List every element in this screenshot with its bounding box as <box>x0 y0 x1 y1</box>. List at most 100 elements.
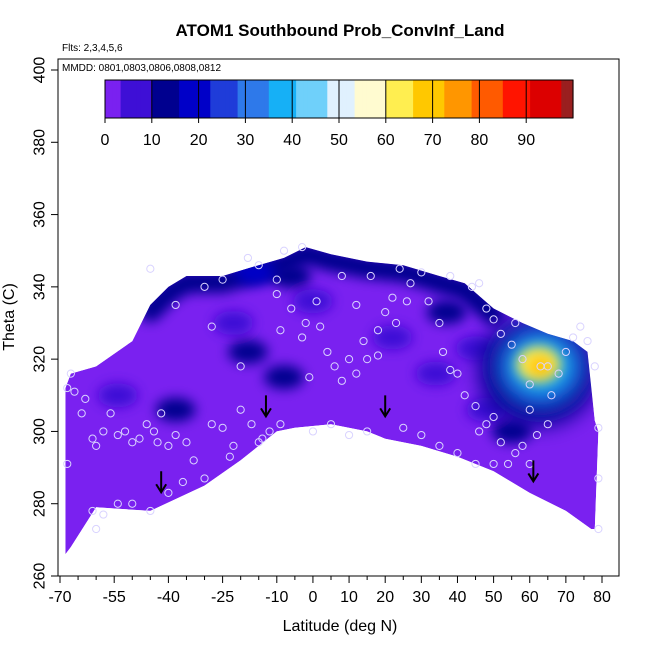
colorbar-cell <box>358 80 363 118</box>
colorbar-cell <box>370 80 375 118</box>
sample-point <box>330 362 339 371</box>
heat-blob <box>426 300 467 325</box>
sample-point <box>287 304 296 313</box>
colorbar-cell <box>276 80 282 118</box>
sample-point <box>363 355 372 364</box>
sample-point <box>70 387 79 396</box>
y-tick-label: 340 <box>32 273 49 300</box>
sample-point <box>568 333 578 342</box>
colorbar-cell <box>335 80 340 118</box>
convective-core <box>526 354 555 379</box>
colorbar-cell <box>311 80 317 118</box>
colorbar-cell <box>518 80 523 118</box>
sample-point <box>279 246 289 255</box>
colorbar-cell <box>514 80 519 118</box>
x-tick-label: -55 <box>103 589 126 606</box>
flights-subtitle: Flts: 2,3,4,5,6 <box>62 43 123 54</box>
colorbar-cell <box>346 80 352 118</box>
sample-point <box>482 420 491 429</box>
colorbar-cell <box>136 80 141 118</box>
sample-point <box>337 271 346 281</box>
sample-point <box>236 405 245 414</box>
sample-point <box>178 477 187 487</box>
sample-point <box>576 322 585 331</box>
colorbar-cell <box>300 80 305 118</box>
colorbar-cell <box>522 80 527 118</box>
x-tick-label: 10 <box>340 589 358 606</box>
sample-point <box>482 304 491 313</box>
colorbar-cell <box>202 80 207 118</box>
sample-point <box>92 524 101 534</box>
x-tick-label: -40 <box>157 589 180 606</box>
colorbar-cell <box>225 80 231 118</box>
sample-point <box>344 430 354 440</box>
colorbar-cell <box>222 80 227 118</box>
sample-point <box>120 427 130 436</box>
colorbar-tick-label: 30 <box>237 132 255 149</box>
sample-point <box>254 261 263 270</box>
colorbar-cell <box>116 80 122 118</box>
sample-point <box>446 271 455 281</box>
colorbar-cell <box>206 80 211 118</box>
sample-point <box>323 347 332 357</box>
colorbar-cell <box>456 80 461 118</box>
sample-point <box>316 322 325 331</box>
colorbar-cell <box>467 80 473 118</box>
colorbar-cell <box>163 80 168 118</box>
colorbar-tick-label: 70 <box>424 132 442 149</box>
arrow-markers <box>155 395 540 495</box>
colorbar-cell <box>323 80 328 118</box>
sample-point <box>435 318 444 328</box>
y-tick-label: 280 <box>32 490 49 517</box>
sample-point <box>106 409 115 418</box>
colorbar-cell <box>159 80 165 118</box>
colorbar-cell <box>315 80 321 118</box>
colorbar-cell <box>537 80 543 118</box>
down-arrow <box>527 460 540 484</box>
colorbar-tick-label: 80 <box>471 132 489 149</box>
y-tick-label: 320 <box>32 346 49 373</box>
colorbar-cell <box>557 80 562 118</box>
sample-point <box>507 340 516 349</box>
coverage-region <box>65 247 599 555</box>
colorbar-cell <box>491 80 496 118</box>
sample-point <box>81 394 90 403</box>
sample-point <box>276 420 285 429</box>
colorbar-cell <box>144 80 149 118</box>
colorbar-cell <box>553 80 558 118</box>
colorbar-cell <box>105 80 110 118</box>
y-tick-label: 360 <box>32 201 49 228</box>
sample-point <box>388 293 397 302</box>
sample-point <box>543 420 552 429</box>
sample-point <box>135 434 144 443</box>
colorbar-cell <box>198 80 204 118</box>
colorbar-cell <box>268 80 274 118</box>
sample-point <box>543 362 552 371</box>
sample-point <box>525 405 534 414</box>
sample-point <box>128 499 137 508</box>
colorbar-cell <box>218 80 223 118</box>
colorbar-cell <box>151 80 157 118</box>
sample-point <box>254 438 263 447</box>
colorbar-cell <box>128 80 133 118</box>
colorbar-cell <box>245 80 250 118</box>
down-arrow-head <box>379 407 392 419</box>
sample-point <box>489 459 498 469</box>
sample-point <box>218 275 227 284</box>
sample-point <box>207 420 216 429</box>
x-tick-label: 80 <box>593 589 611 606</box>
sample-point <box>417 430 426 440</box>
sample-point <box>146 506 155 516</box>
y-axis: 260 280 300 320 340 360 380 400 <box>32 57 58 589</box>
sample-point <box>511 318 520 328</box>
colorbar-cell <box>327 80 332 118</box>
heat-blob <box>415 361 456 386</box>
sample-point <box>265 427 274 436</box>
sample-point <box>438 347 448 357</box>
colorbar-cell <box>413 80 418 118</box>
colorbar-cell <box>397 80 402 118</box>
colorbar-cell <box>448 80 453 118</box>
colorbar-cell <box>319 80 324 118</box>
down-arrow <box>260 395 272 419</box>
